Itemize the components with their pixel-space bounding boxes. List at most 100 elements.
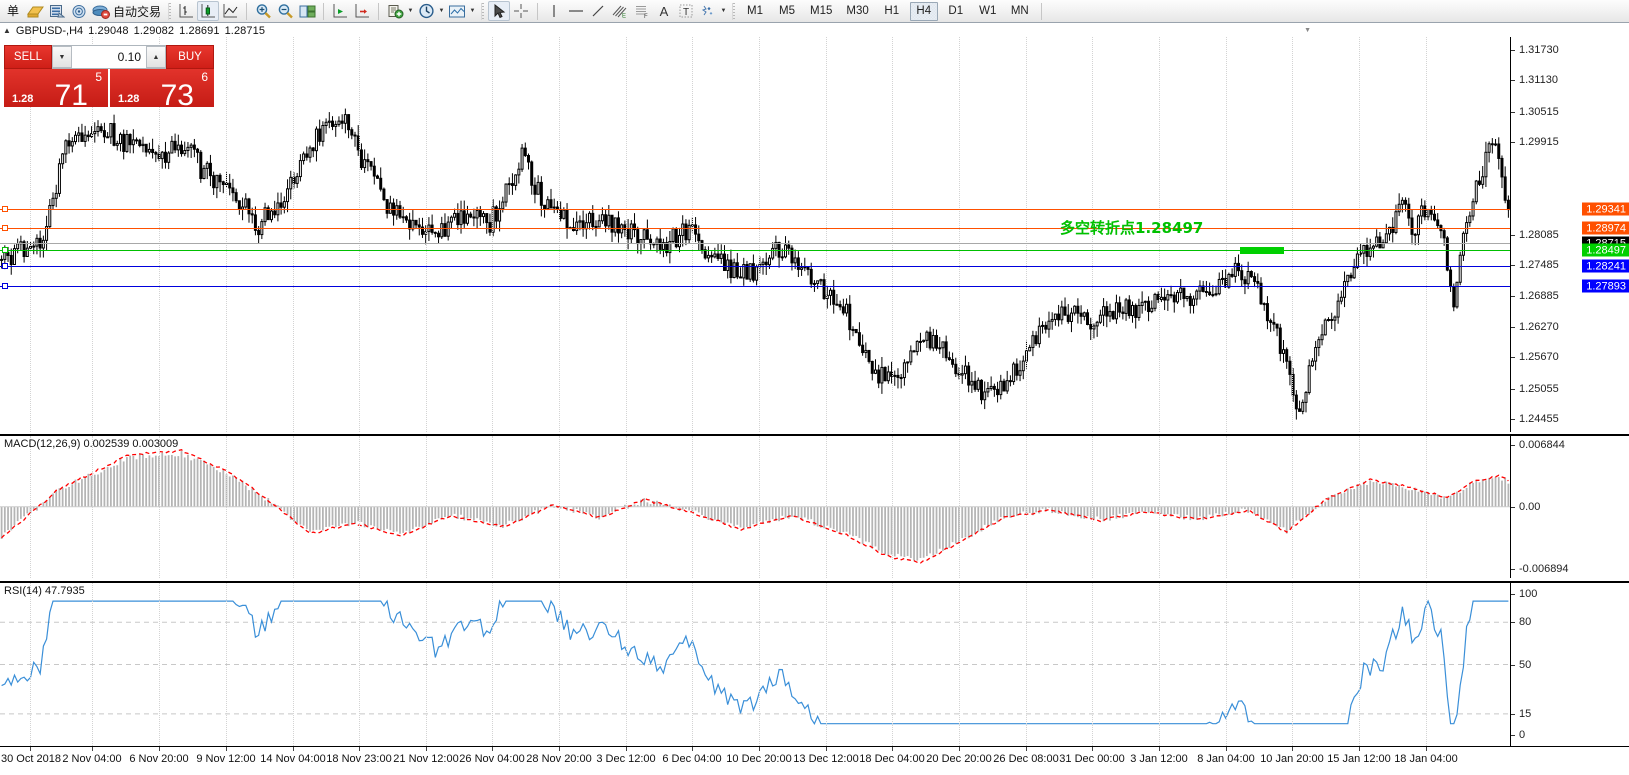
autotrade-label[interactable]: 自动交易: [113, 4, 162, 19]
periods-icon[interactable]: [415, 1, 437, 21]
text-label-icon[interactable]: T: [675, 1, 697, 21]
toolbar-separator-4: [378, 2, 380, 20]
volume-increase-button[interactable]: ▲: [146, 46, 166, 68]
level-line-1-29341[interactable]: [0, 209, 1510, 210]
data-folder-icon[interactable]: [24, 1, 46, 21]
volume-stepper[interactable]: ▼ 0.10 ▲: [52, 45, 166, 69]
timeframe-h4[interactable]: H4: [909, 1, 938, 21]
volume-value[interactable]: 0.10: [72, 46, 146, 68]
collapse-triangle-icon[interactable]: ▲: [3, 26, 11, 35]
vertical-gridline: [159, 583, 160, 746]
pivot-zone-marker[interactable]: [1240, 247, 1284, 254]
toolbar-separator-2: [246, 2, 248, 20]
price-tag-1-29341[interactable]: 1.29341: [1582, 202, 1629, 216]
rsi-axis[interactable]: 100 80 50 15 0: [1510, 583, 1629, 746]
rsi-plot-area[interactable]: RSI(14) 47.7935: [0, 583, 1510, 746]
vertical-gridline: [826, 436, 827, 578]
vertical-gridline: [492, 583, 493, 746]
price-axis-label: 1.31130: [1519, 74, 1558, 87]
level-handle-1-28241[interactable]: [2, 263, 8, 269]
buy-price-big: 73: [160, 79, 194, 108]
timeframe-d1[interactable]: D1: [948, 5, 964, 17]
time-axis-tick: [826, 747, 827, 751]
bar-chart-icon[interactable]: [175, 1, 197, 21]
templates-icon[interactable]: [446, 1, 468, 21]
rsi-axis-label: 0: [1519, 729, 1526, 741]
rsi-indicator-label[interactable]: RSI(14) 47.7935: [4, 585, 85, 597]
vertical-gridline: [559, 37, 560, 432]
horizontal-line-icon[interactable]: [565, 1, 587, 21]
chart-annotation-text[interactable]: 多空转折点1.28497: [1060, 219, 1204, 237]
rsi-axis-label: 50: [1519, 658, 1532, 671]
market-watch-icon[interactable]: [68, 1, 90, 21]
level-handle-1-28974[interactable]: [2, 225, 8, 231]
vertical-gridline: [559, 583, 560, 746]
price-tag-1-28974[interactable]: 1.28974: [1582, 221, 1629, 235]
fibonacci-retracement-icon[interactable]: F: [631, 1, 653, 21]
timeframe-m5[interactable]: M5: [779, 5, 795, 17]
price-tag-1-28497[interactable]: 1.28497: [1582, 243, 1629, 257]
sell-button[interactable]: SELL: [4, 45, 52, 69]
zoom-in-icon[interactable]: [252, 1, 274, 21]
level-handle-1-28497[interactable]: [2, 247, 8, 253]
cursor-icon[interactable]: [488, 1, 511, 21]
trendline-icon[interactable]: [587, 1, 609, 21]
timeframe-h1[interactable]: H1: [884, 5, 900, 17]
level-handle-1-29341[interactable]: [2, 206, 8, 212]
new-order-icon[interactable]: 单: [2, 1, 24, 21]
price-axis[interactable]: 1.31730 1.31130 1.30515 1.29915 1.28085 1.274…: [1510, 37, 1629, 432]
level-line-1-27893[interactable]: [0, 286, 1510, 287]
timeframe-m1[interactable]: M1: [747, 5, 763, 17]
line-chart-icon[interactable]: [219, 1, 241, 21]
expert-advisor-icon[interactable]: [90, 1, 112, 21]
price-tag-1-28241[interactable]: 1.28241: [1582, 259, 1629, 273]
level-line-1-28974[interactable]: [0, 228, 1510, 229]
level-handle-1-27893[interactable]: [2, 283, 8, 289]
vertical-gridline: [30, 37, 31, 432]
volume-decrease-button[interactable]: ▼: [52, 46, 72, 68]
chart-scroll-chevron-down-icon[interactable]: ▼: [1304, 27, 1311, 34]
vertical-gridline: [1092, 37, 1093, 432]
auto-scroll-icon[interactable]: [351, 1, 373, 21]
timeframe-m30[interactable]: M30: [846, 5, 869, 17]
price-tag-1-27893[interactable]: 1.27893: [1582, 279, 1629, 293]
equidistant-channel-icon[interactable]: E: [609, 1, 631, 21]
vertical-gridline: [492, 37, 493, 432]
time-axis-label: 10 Dec 20:00: [726, 753, 792, 765]
zoom-out-icon[interactable]: [274, 1, 296, 21]
macd-indicator-label[interactable]: MACD(12,26,9) 0.002539 0.003009: [4, 438, 179, 450]
crosshair-icon[interactable]: [510, 1, 532, 21]
indicators-chevron-down-icon[interactable]: ▼: [407, 8, 414, 14]
chart-shift-icon[interactable]: [329, 1, 351, 21]
indicators-icon[interactable]: [384, 1, 406, 21]
objects-chevron-down-icon[interactable]: ▼: [720, 8, 727, 14]
timeframe-mn[interactable]: MN: [1010, 5, 1029, 17]
level-line-1-28241[interactable]: [0, 266, 1510, 267]
level-line-1-28497[interactable]: [0, 250, 1510, 251]
price-axis-label: 1.24455: [1519, 413, 1559, 425]
candlestick-chart-icon[interactable]: [197, 1, 220, 21]
time-axis-label: 20 Dec 20:00: [926, 753, 992, 765]
terminal-icon[interactable]: [46, 1, 68, 21]
time-axis-label: 3 Dec 12:00: [596, 753, 656, 765]
timeframe-m15[interactable]: M15: [810, 5, 833, 17]
text-icon[interactable]: A: [653, 1, 675, 21]
periods-chevron-down-icon[interactable]: ▼: [438, 8, 445, 14]
sell-price-cell[interactable]: 1.28 71 5: [4, 69, 108, 107]
timeframe-w1[interactable]: W1: [979, 5, 997, 17]
time-axis[interactable]: 30 Oct 2018 2 Nov 04:00 6 Nov 20:00 9 Nov 1…: [0, 746, 1629, 775]
vertical-gridline: [159, 436, 160, 578]
toolbar-separator: [168, 2, 172, 20]
macd-plot-area[interactable]: MACD(12,26,9) 0.002539 0.003009: [0, 436, 1510, 578]
price-axis-label: 1.26270: [1519, 320, 1559, 333]
vertical-line-icon[interactable]: [543, 1, 565, 21]
templates-chevron-down-icon[interactable]: ▼: [469, 8, 476, 14]
new-order-glyph: 单: [6, 4, 19, 18]
macd-axis[interactable]: 0.006844 0.00 -0.006894: [1510, 436, 1629, 578]
price-plot-area[interactable]: 多空转折点1.28497: [0, 37, 1510, 432]
vertical-gridline: [1159, 37, 1160, 432]
objects-list-icon[interactable]: [697, 1, 719, 21]
buy-button[interactable]: BUY: [166, 45, 214, 69]
tile-windows-icon[interactable]: [296, 1, 318, 21]
buy-price-cell[interactable]: 1.28 73 6: [110, 69, 214, 107]
